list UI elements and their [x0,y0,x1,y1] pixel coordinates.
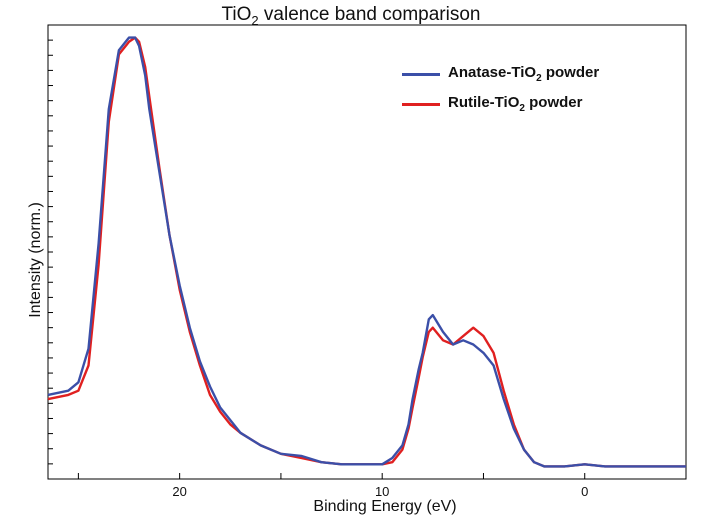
series-line-anatase [47,36,686,468]
y-axis-label: Intensity (norm.) [27,202,44,318]
x-axis-ticks: 20 10 0 [77,473,687,499]
y-axis-minor-ticks [48,24,53,480]
legend-item-rutile: Rutile-TiO2 powder [402,89,599,119]
legend-label-anatase: Anatase-TiO2 powder [448,64,600,84]
series-layer [47,36,686,468]
x-tick-label: 20 [172,484,186,499]
legend-label-rutile: Rutile-TiO2 powder [448,94,583,114]
legend-item-anatase: Anatase-TiO2 powder [402,59,599,89]
x-tick-label: 10 [375,484,389,499]
x-tick-label: 0 [581,484,588,499]
chart-title: TiO2 valence band comparison [221,4,481,28]
x-axis-label: Binding Energy (eV) [313,498,457,515]
chart-legend: Anatase-TiO2 powder Rutile-TiO2 powder [402,59,599,119]
legend-swatch-anatase [402,72,440,76]
legend-swatch-rutile [402,102,440,106]
